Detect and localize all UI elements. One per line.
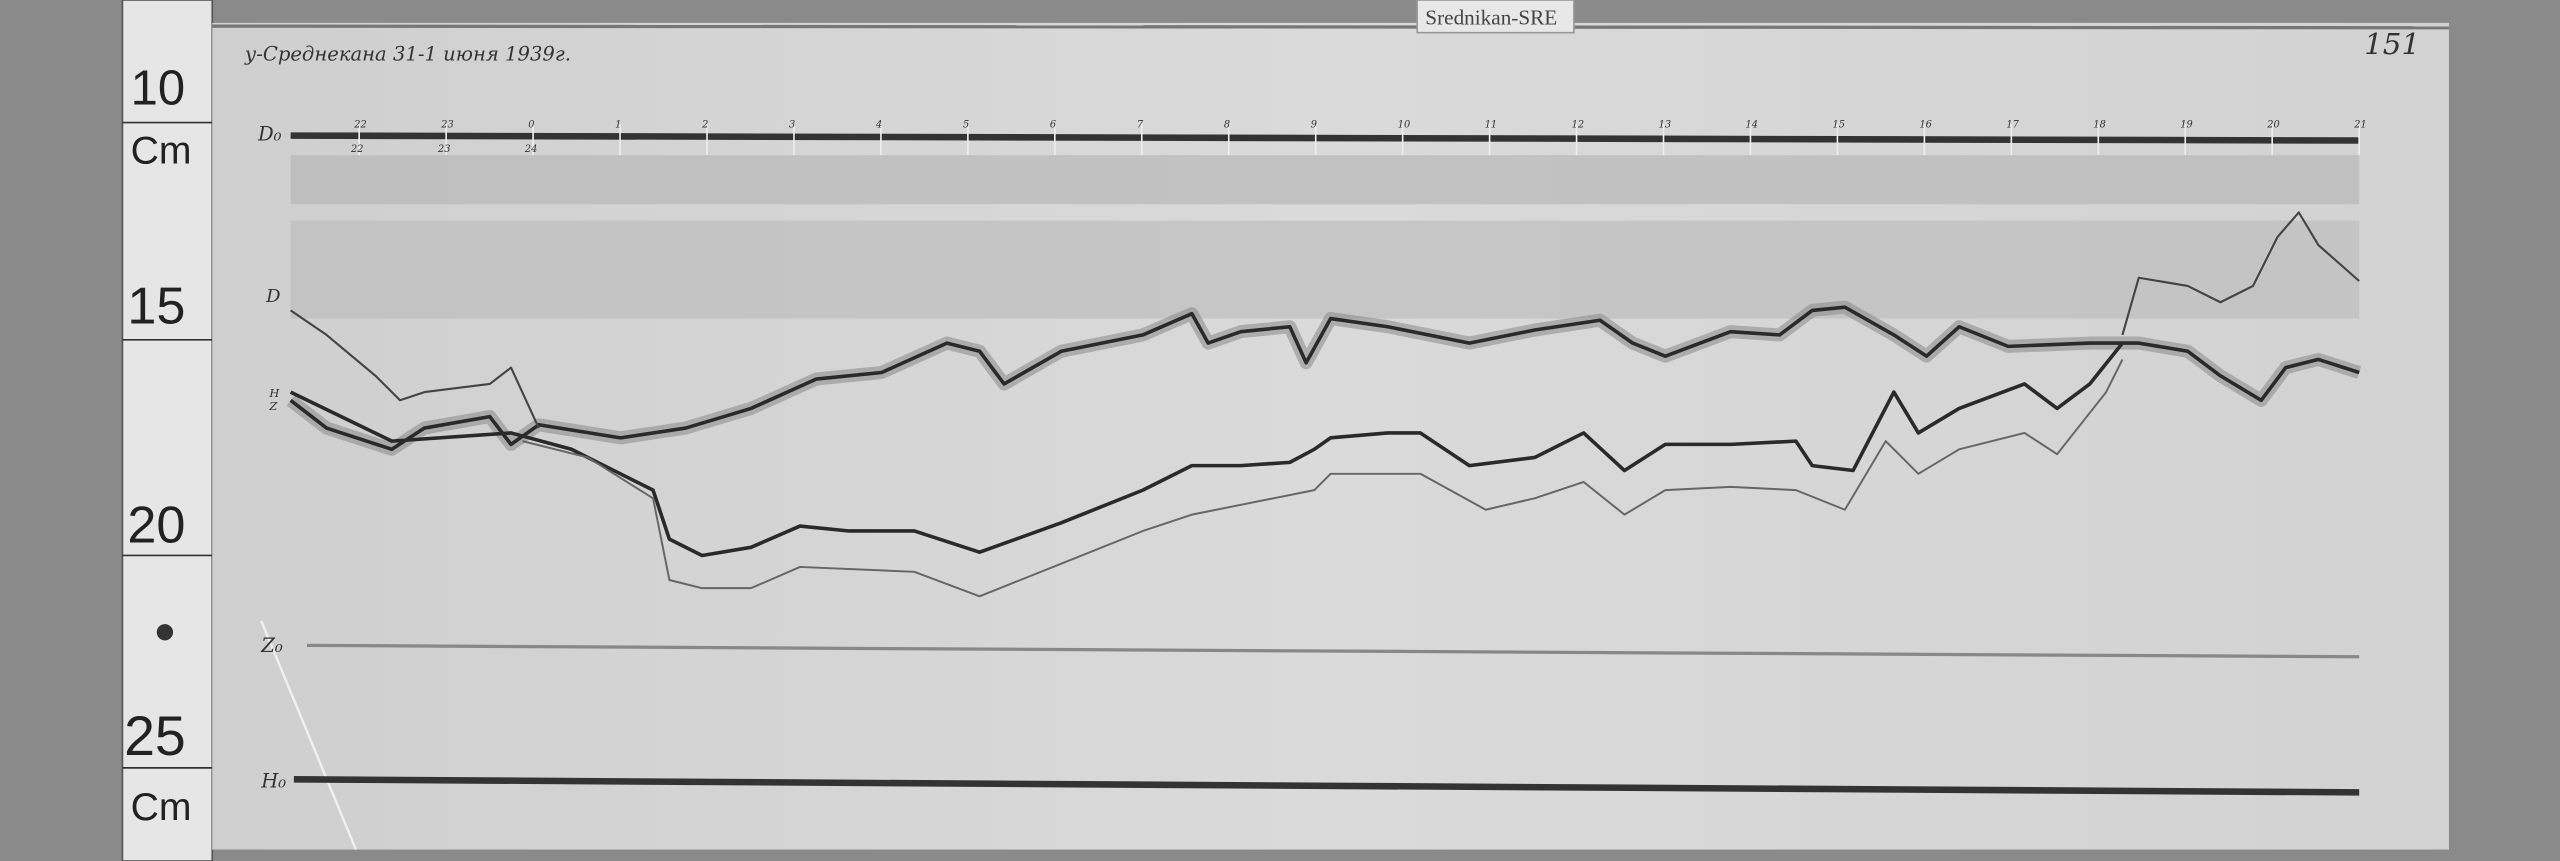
hour-label: 13 (1659, 119, 1671, 130)
d-trace (290, 309, 540, 429)
hour-label-lower: 23 (437, 144, 450, 155)
label-d: D (265, 286, 280, 307)
hour-label: 4 (875, 119, 882, 130)
z-trace (289, 341, 2124, 558)
hour-label: 17 (2006, 119, 2019, 130)
hour-label: 22 (353, 119, 366, 130)
label-z0: Z₀ (260, 634, 283, 657)
ruler-unit-top: Cm (131, 129, 192, 172)
d0-baseline (290, 132, 2360, 144)
hour-label: 19 (2180, 119, 2192, 130)
hour-label: 20 (2266, 119, 2279, 130)
ruler-unit-bottom: Cm (131, 786, 192, 829)
hour-label: 0 (528, 119, 534, 130)
hour-label: 21 (2353, 119, 2366, 130)
station-tag (1416, 0, 1575, 34)
hour-label: 14 (1746, 119, 1758, 130)
traces (286, 211, 2362, 598)
hour-label-lower: 24 (524, 144, 537, 155)
hour-label: 8 (1224, 119, 1230, 130)
hour-label: 23 (440, 119, 453, 130)
label-h0: H₀ (260, 769, 286, 792)
hour-label: 3 (789, 119, 795, 130)
h0-baseline (293, 776, 2360, 796)
hour-label: 10 (1398, 119, 1410, 130)
ruler-mark-15: 15 (127, 277, 185, 335)
station-tag-text: Srednikan-SRE (1425, 6, 1557, 30)
z-trace-thin (522, 358, 2124, 598)
ruler-hole (156, 624, 174, 641)
hour-label: 2 (701, 119, 708, 130)
label-d0: D₀ (257, 122, 282, 145)
d-trace-right (2121, 211, 2360, 336)
hour-label: 9 (1311, 119, 1317, 130)
hour-label: 1 (615, 119, 621, 130)
magnetogram-title: у-Среднекана 31-1 июня 1939г. (244, 42, 571, 65)
hour-label: 11 (1485, 119, 1497, 130)
h-trace (289, 305, 2360, 452)
sheet-number: 151 (2364, 27, 2420, 61)
ruler-mark-25: 25 (124, 705, 186, 767)
hour-label: 12 (1572, 119, 1584, 130)
hour-label-lower: 22 (350, 144, 363, 155)
z0-baseline (306, 643, 2360, 659)
hour-label: 7 (1137, 119, 1144, 130)
hour-label: 16 (1919, 119, 1931, 130)
hour-label: 5 (963, 119, 969, 130)
hour-label: 15 (1833, 119, 1845, 130)
hour-label: 6 (1050, 119, 1056, 130)
label-h: H (268, 386, 280, 400)
ruler-mark-10: 10 (131, 62, 185, 116)
label-z: Z (268, 399, 278, 413)
hour-label: 18 (2093, 119, 2105, 130)
paper-crease (260, 620, 358, 851)
centimeter-ruler: 10 Cm 15 20 25 Cm (121, 0, 214, 861)
ruler-mark-20: 20 (127, 496, 185, 554)
